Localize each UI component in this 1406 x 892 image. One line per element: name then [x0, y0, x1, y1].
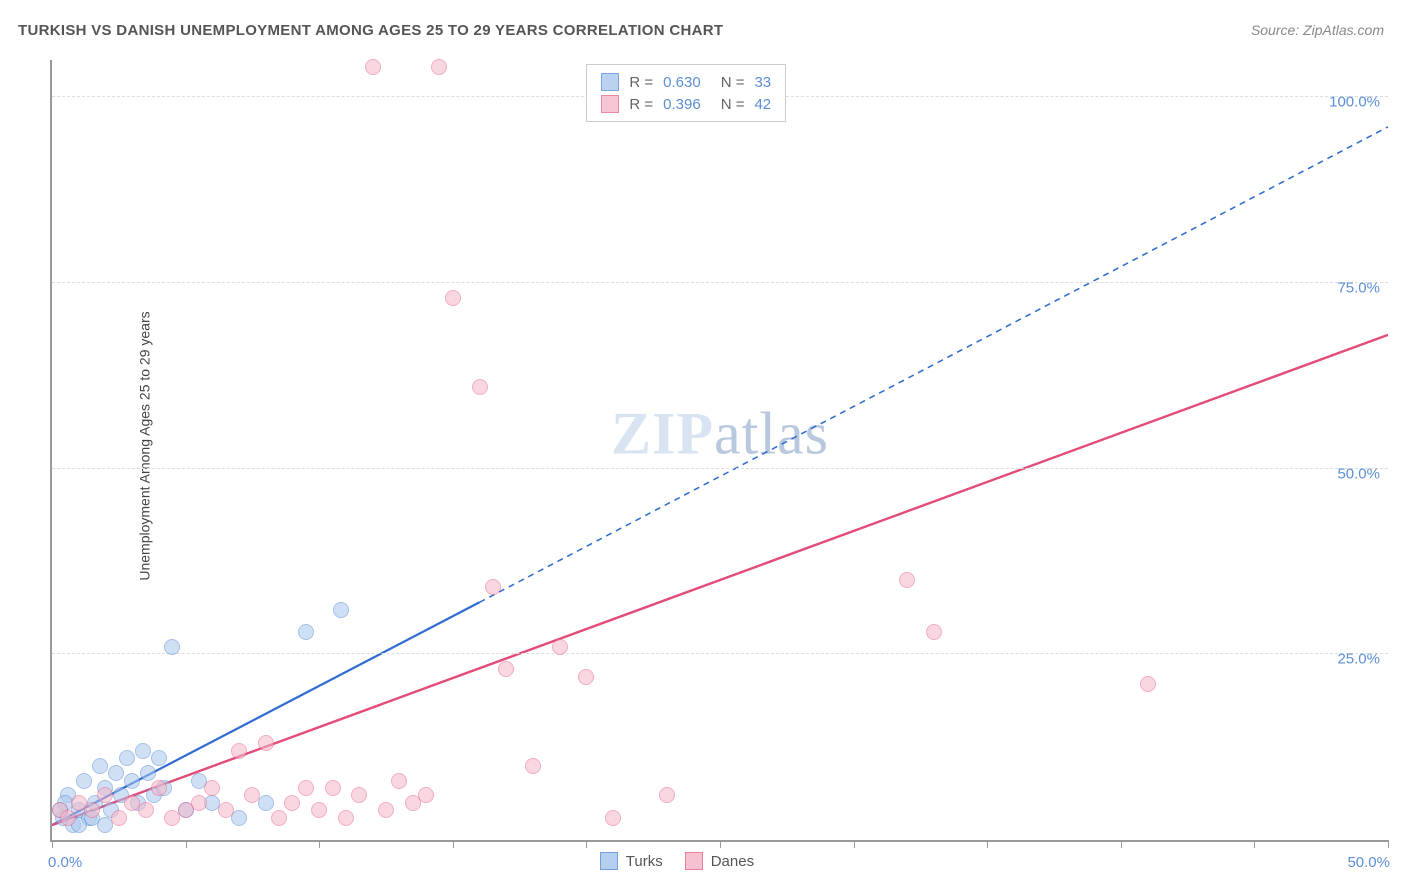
- gridline: [52, 282, 1388, 283]
- legend-stats: R = 0.630 N = 33 R = 0.396 N = 42: [586, 64, 786, 122]
- stat-r-label: R =: [629, 74, 653, 91]
- data-point: [97, 787, 113, 803]
- legend-item: Danes: [685, 852, 754, 870]
- data-point: [138, 802, 154, 818]
- legend-bottom: Turks Danes: [600, 852, 754, 870]
- data-point: [431, 59, 447, 75]
- legend-stats-row: R = 0.630 N = 33: [601, 71, 771, 93]
- legend-swatch: [601, 95, 619, 113]
- data-point: [445, 290, 461, 306]
- stat-n-label: N =: [721, 96, 745, 113]
- y-tick-label: 100.0%: [1329, 94, 1380, 111]
- gridline: [52, 653, 1388, 654]
- x-tick: [52, 840, 53, 848]
- x-tick: [1388, 840, 1389, 848]
- x-tick: [987, 840, 988, 848]
- data-point: [325, 780, 341, 796]
- data-point: [578, 669, 594, 685]
- legend-label: Danes: [711, 853, 754, 870]
- stat-n-value: 33: [754, 74, 771, 91]
- data-point: [135, 743, 151, 759]
- data-point: [108, 765, 124, 781]
- x-tick: [1121, 840, 1122, 848]
- data-point: [298, 624, 314, 640]
- data-point: [418, 787, 434, 803]
- x-tick: [720, 840, 721, 848]
- data-point: [231, 743, 247, 759]
- source-attribution: Source: ZipAtlas.com: [1251, 22, 1384, 38]
- data-point: [258, 735, 274, 751]
- stat-n-label: N =: [721, 74, 745, 91]
- x-tick: [854, 840, 855, 848]
- data-point: [378, 802, 394, 818]
- x-tick: [319, 840, 320, 848]
- data-point: [659, 787, 675, 803]
- gridline: [52, 468, 1388, 469]
- chart-title: TURKISH VS DANISH UNEMPLOYMENT AMONG AGE…: [18, 22, 723, 39]
- data-point: [76, 773, 92, 789]
- data-point: [60, 810, 76, 826]
- data-point: [311, 802, 327, 818]
- y-tick-label: 75.0%: [1337, 279, 1380, 296]
- data-point: [498, 661, 514, 677]
- x-tick-label: 0.0%: [48, 854, 82, 871]
- data-point: [552, 639, 568, 655]
- data-point: [298, 780, 314, 796]
- stat-r-label: R =: [629, 96, 653, 113]
- watermark-atlas: atlas: [714, 401, 829, 467]
- data-point: [84, 802, 100, 818]
- data-point: [472, 379, 488, 395]
- data-point: [284, 795, 300, 811]
- data-point: [151, 750, 167, 766]
- legend-item: Turks: [600, 852, 663, 870]
- data-point: [218, 802, 234, 818]
- data-point: [333, 602, 349, 618]
- legend-swatch: [600, 852, 618, 870]
- x-tick: [1254, 840, 1255, 848]
- x-tick: [453, 840, 454, 848]
- data-point: [164, 639, 180, 655]
- stat-r-value: 0.396: [663, 96, 701, 113]
- data-point: [485, 579, 501, 595]
- plot-area: ZIPatlas 25.0%50.0%75.0%100.0%0.0%50.0%R…: [50, 60, 1388, 842]
- legend-label: Turks: [626, 853, 663, 870]
- data-point: [204, 780, 220, 796]
- x-tick-label: 50.0%: [1347, 854, 1390, 871]
- data-point: [351, 787, 367, 803]
- legend-stats-row: R = 0.396 N = 42: [601, 93, 771, 115]
- data-point: [365, 59, 381, 75]
- data-point: [92, 758, 108, 774]
- watermark-zip: ZIP: [611, 401, 714, 467]
- data-point: [119, 750, 135, 766]
- data-point: [338, 810, 354, 826]
- data-point: [1140, 676, 1156, 692]
- data-point: [271, 810, 287, 826]
- stat-n-value: 42: [754, 96, 771, 113]
- data-point: [151, 780, 167, 796]
- data-point: [926, 624, 942, 640]
- watermark: ZIPatlas: [611, 400, 829, 469]
- x-tick: [186, 840, 187, 848]
- y-tick-label: 25.0%: [1337, 651, 1380, 668]
- data-point: [525, 758, 541, 774]
- stat-r-value: 0.630: [663, 74, 701, 91]
- data-point: [899, 572, 915, 588]
- data-point: [244, 787, 260, 803]
- data-point: [111, 810, 127, 826]
- data-point: [191, 795, 207, 811]
- data-point: [605, 810, 621, 826]
- y-tick-label: 50.0%: [1337, 465, 1380, 482]
- data-point: [391, 773, 407, 789]
- legend-swatch: [685, 852, 703, 870]
- data-point: [140, 765, 156, 781]
- data-point: [124, 773, 140, 789]
- trend-lines: [52, 60, 1388, 840]
- x-tick: [586, 840, 587, 848]
- legend-swatch: [601, 73, 619, 91]
